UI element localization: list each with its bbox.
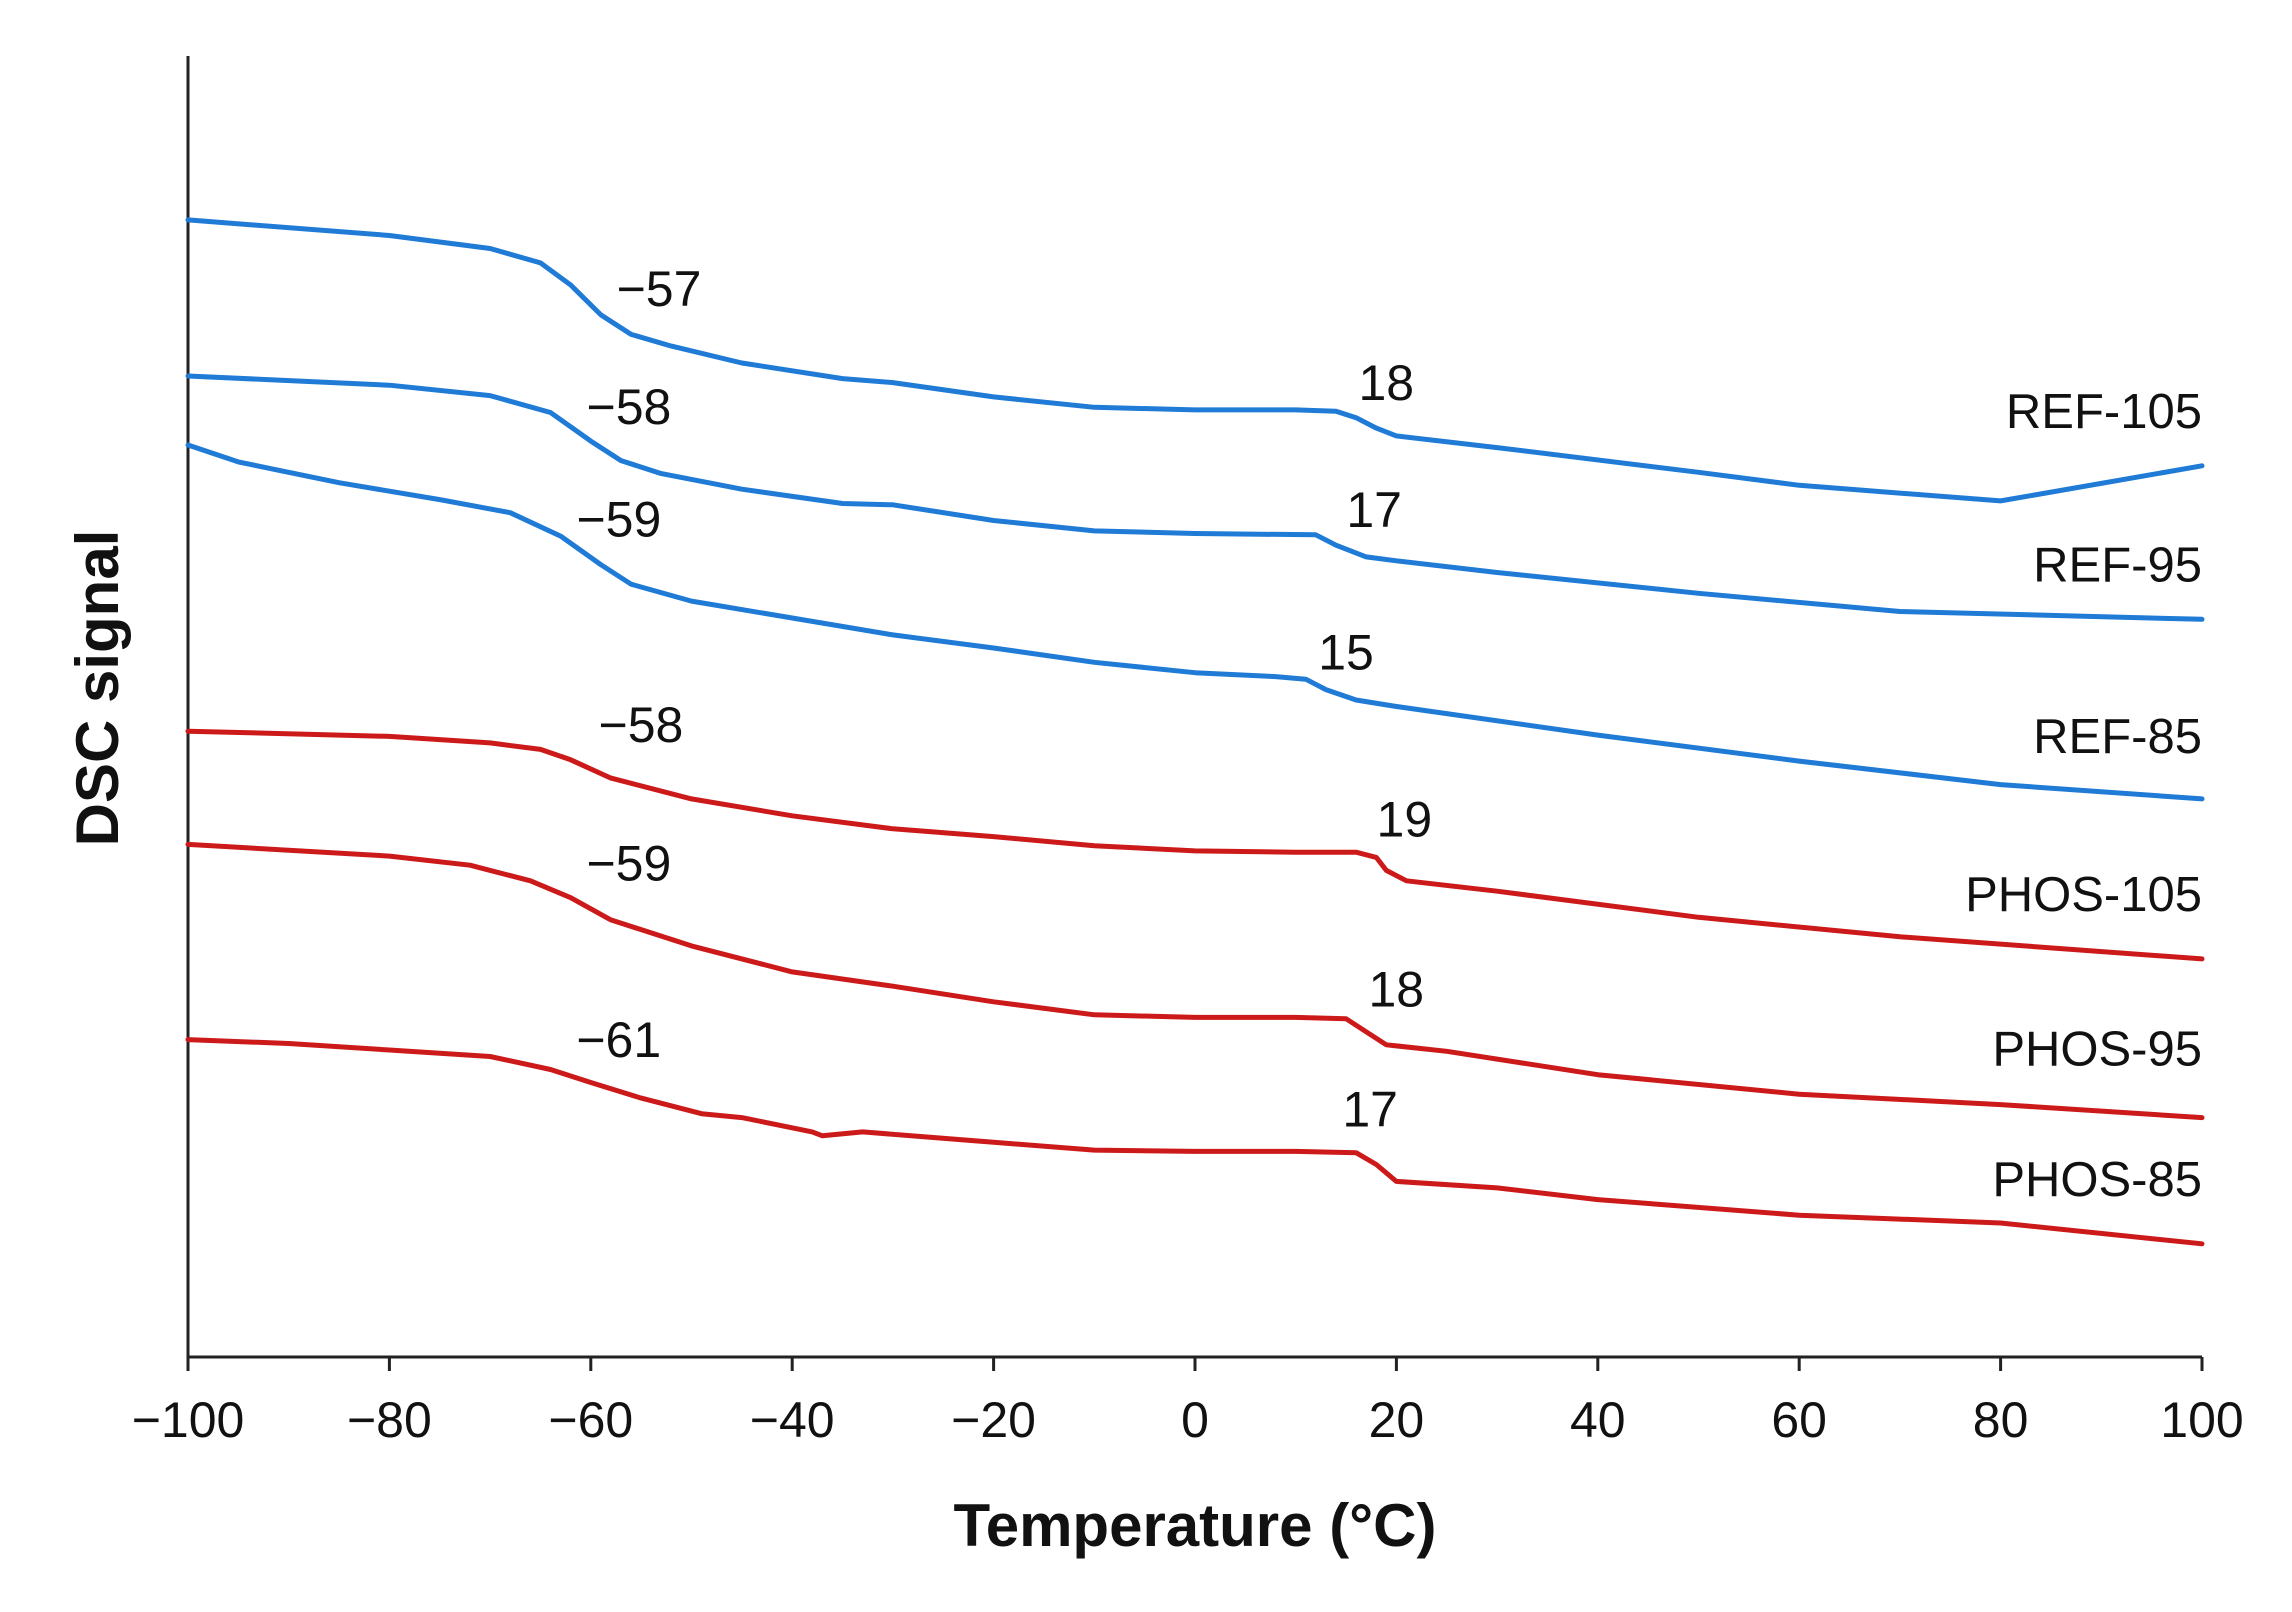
series-group (185, 217, 2205, 1247)
x-tick-label: 20 (1369, 1392, 1425, 1448)
series-label: REF-105 (2006, 385, 2202, 439)
series-label: PHOS-95 (1992, 1023, 2202, 1077)
tg-label-high: 19 (1377, 791, 1433, 847)
series-label: REF-85 (2033, 710, 2202, 764)
x-tick-label: −60 (548, 1392, 633, 1448)
tg-label-low: −61 (576, 1012, 661, 1068)
tg-label-low: −58 (587, 379, 672, 435)
x-tick-label: 40 (1570, 1392, 1626, 1448)
x-tick-label: −20 (951, 1392, 1036, 1448)
tg-label-low: −58 (599, 697, 684, 753)
x-tick-label: −100 (132, 1392, 245, 1448)
tg-label-low: −59 (576, 492, 661, 548)
series-label: PHOS-85 (1992, 1153, 2202, 1207)
series-label: REF-95 (2033, 538, 2202, 592)
series-line (185, 1037, 2205, 1247)
series-label: PHOS-105 (1965, 868, 2202, 922)
y-axis-title: DSC signal (64, 530, 131, 847)
x-ticks: −100 −80 −60 −40 −20 0 20 40 60 80 100 (132, 1357, 2244, 1448)
x-tick-label: −80 (347, 1392, 432, 1448)
x-tick-label: −40 (750, 1392, 835, 1448)
tg-label-high: 17 (1346, 482, 1402, 538)
series-line (185, 217, 2205, 504)
tg-label-low: −57 (617, 261, 702, 317)
x-tick-label: 80 (1973, 1392, 2029, 1448)
tg-label-high: 18 (1368, 961, 1424, 1017)
tg-label-high: 15 (1318, 625, 1374, 681)
series-labels: REF-105 REF-95 REF-85 PHOS-105 PHOS-95 PHOS-8… (1965, 385, 2202, 1207)
series-line (185, 841, 2205, 1121)
tg-labels: −57 18 −58 17 −59 15 −58 19 −59 18 −61 17 (576, 261, 1432, 1138)
series-line (185, 728, 2205, 962)
series-line (185, 442, 2205, 802)
x-axis-title: Temperature (°C) (954, 1492, 1437, 1559)
plot-area: −100 −80 −60 −40 −20 0 20 40 60 80 100 REF-105REF-… (132, 56, 2244, 1448)
x-tick-label: 100 (2160, 1392, 2243, 1448)
series-line (185, 373, 2205, 622)
tg-label-low: −59 (586, 835, 671, 891)
x-tick-label: 60 (1771, 1392, 1827, 1448)
tg-label-high: 17 (1342, 1082, 1398, 1138)
tg-label-high: 18 (1358, 355, 1414, 411)
x-tick-label: 0 (1181, 1392, 1209, 1448)
